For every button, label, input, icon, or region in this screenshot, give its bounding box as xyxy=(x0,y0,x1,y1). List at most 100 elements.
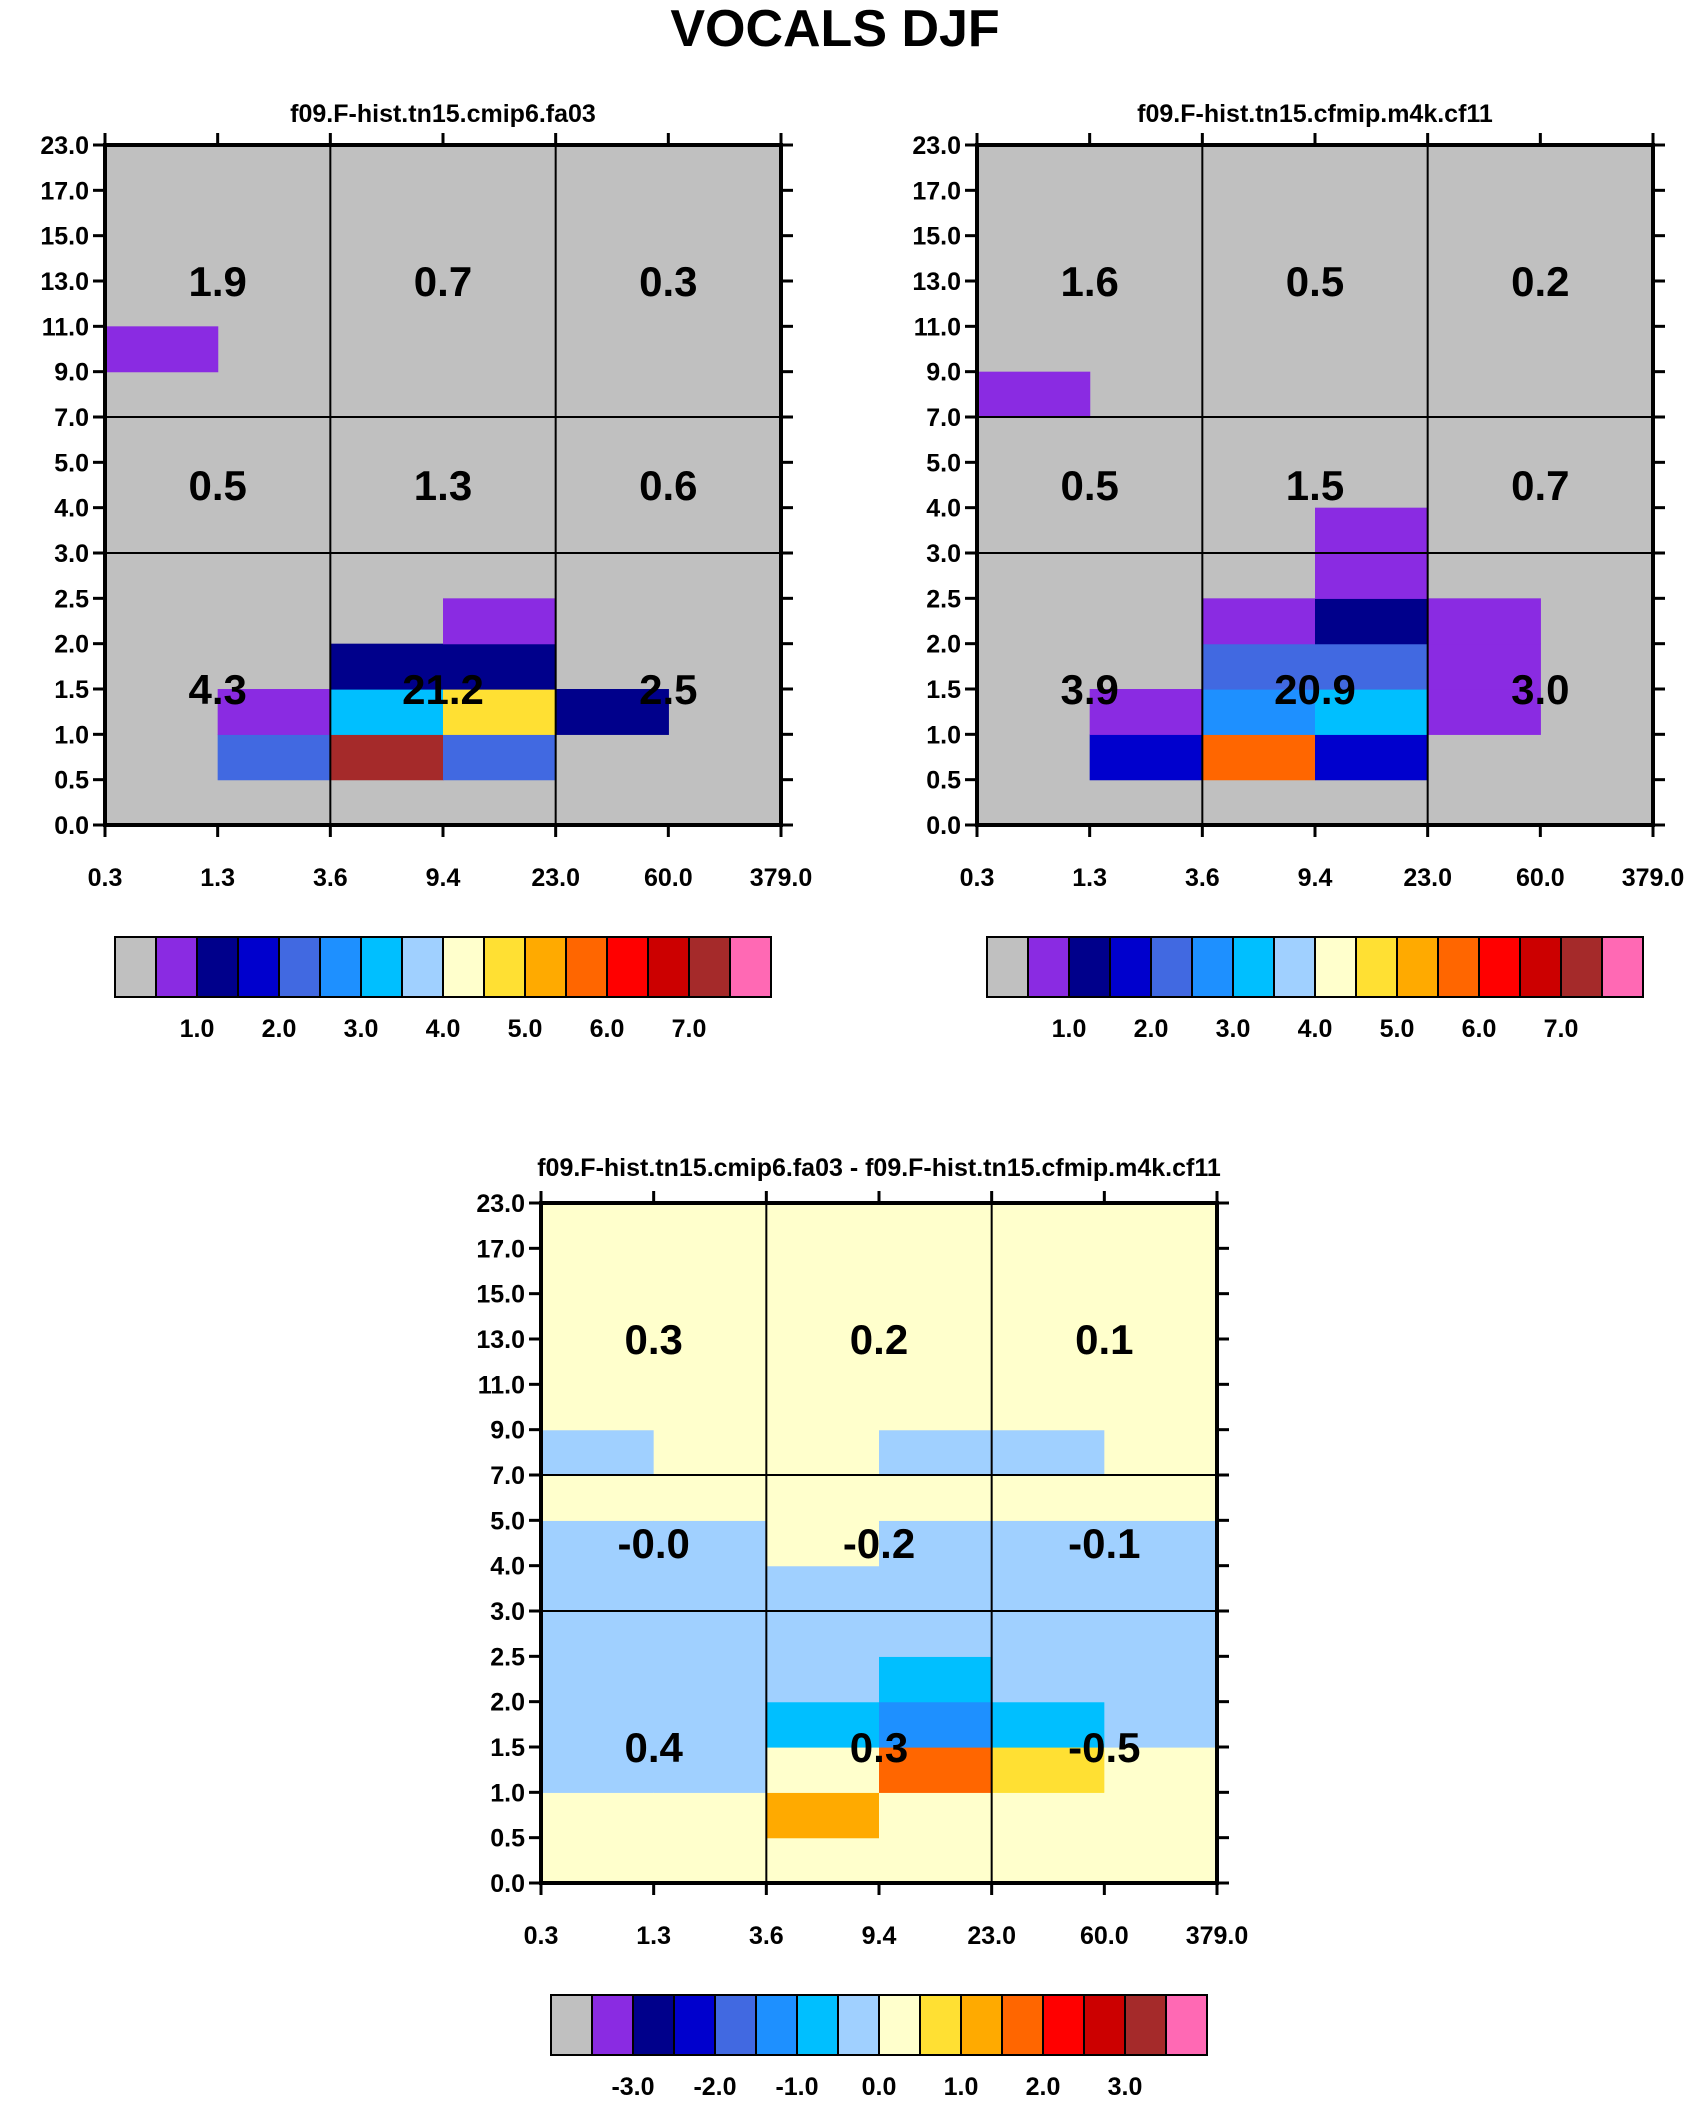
heatmap-cell xyxy=(991,1565,1105,1612)
y-tick-label: 15.0 xyxy=(40,223,89,251)
y-tick-label: 5.0 xyxy=(54,449,89,477)
colorbar-box xyxy=(1165,1994,1208,2056)
y-tick-label: 11.0 xyxy=(478,1371,525,1399)
x-tick-label: 0.3 xyxy=(88,864,123,892)
heatmap-cell xyxy=(653,1248,767,1295)
y-tick-label: 23.0 xyxy=(912,132,961,160)
heatmap-cell xyxy=(330,689,444,735)
heatmap-cell xyxy=(1202,598,1316,645)
heatmap-cell xyxy=(541,1792,655,1839)
heatmap-cell xyxy=(653,1475,767,1521)
heatmap-cell xyxy=(1089,689,1203,735)
region-value-label: 1.5 xyxy=(1286,462,1344,509)
heatmap-cell xyxy=(879,1656,993,1703)
y-tick-label: 17.0 xyxy=(912,177,961,205)
colorbar-label: 1.0 xyxy=(944,2073,979,2101)
colorbar-label: 7.0 xyxy=(672,1015,707,1043)
x-tick-label: 23.0 xyxy=(967,1922,1016,1950)
heatmap-cell xyxy=(879,1520,993,1567)
heatmap-cell xyxy=(541,1837,655,1884)
heatmap-cell xyxy=(879,1248,993,1295)
colorbar-label: 5.0 xyxy=(1380,1015,1415,1043)
y-tick-label: 9.0 xyxy=(54,359,89,387)
colorbar-label: 1.0 xyxy=(1052,1015,1087,1043)
colorbar-box xyxy=(442,936,485,998)
heatmap-cell xyxy=(879,1384,993,1431)
x-tick-label: 379.0 xyxy=(1622,864,1685,892)
heatmap-cell xyxy=(653,1203,767,1249)
heatmap-cell xyxy=(1104,1293,1218,1340)
heatmap-cell xyxy=(766,1565,880,1612)
x-tick-label: 0.3 xyxy=(960,864,995,892)
heatmap-cell xyxy=(653,1792,767,1839)
heatmap-cell xyxy=(879,1475,993,1521)
colorbar-box xyxy=(319,936,362,998)
region-value-label: 0.5 xyxy=(188,462,246,509)
region-value-label: 0.5 xyxy=(1060,462,1118,509)
heatmap-cell xyxy=(1427,643,1541,690)
heatmap-cell xyxy=(653,1339,767,1385)
colorbar-box xyxy=(1314,936,1357,998)
colorbar-box xyxy=(919,1994,962,2056)
colorbar-box xyxy=(688,936,731,998)
colorbar-box xyxy=(1150,936,1193,998)
colorbar-box xyxy=(755,1994,798,2056)
region-value-label: 0.2 xyxy=(1511,258,1569,305)
heatmap-cell xyxy=(653,1656,767,1703)
heatmap-cell xyxy=(1202,643,1316,690)
heatmap-cell xyxy=(1104,1203,1218,1249)
heatmap-cell xyxy=(766,1339,880,1385)
y-tick-label: 0.0 xyxy=(54,812,89,840)
region-value-label: 0.7 xyxy=(1511,462,1569,509)
heatmap-cell xyxy=(330,734,444,781)
heatmap-cell xyxy=(541,1429,655,1476)
heatmap-cell xyxy=(653,1384,767,1431)
heatmap-cell xyxy=(541,1203,655,1249)
region-value-label: 0.5 xyxy=(1286,258,1344,305)
heatmap-cell xyxy=(766,1475,880,1521)
colorbar-box xyxy=(565,936,608,998)
region-value-label: 0.7 xyxy=(414,258,472,305)
heatmap-cell xyxy=(217,734,331,781)
colorbar-label: 2.0 xyxy=(1026,2073,1061,2101)
panel-title: f09.F-hist.tn15.cmip6.fa03 xyxy=(290,100,596,128)
y-tick-label: 2.0 xyxy=(490,1689,525,1717)
y-tick-label: 11.0 xyxy=(914,313,961,341)
heatmap-cell xyxy=(541,1520,655,1567)
heatmap-cell xyxy=(879,1837,993,1884)
region-value-label: -0.1 xyxy=(1068,1520,1140,1567)
heatmap-cell xyxy=(1315,598,1429,645)
y-tick-label: 15.0 xyxy=(476,1281,525,1309)
colorbar-box xyxy=(878,1994,921,2056)
colorbar-box xyxy=(1042,1994,1085,2056)
colorbar-label: 4.0 xyxy=(426,1015,461,1043)
colorbar-box xyxy=(237,936,280,998)
heatmap-cell xyxy=(653,1565,767,1612)
heatmap-cell xyxy=(879,1293,993,1340)
heatmap-cell xyxy=(1104,1384,1218,1431)
heatmap-cell xyxy=(1202,734,1316,781)
x-tick-label: 3.6 xyxy=(313,864,348,892)
heatmap-cell xyxy=(766,1656,880,1703)
x-tick-label: 1.3 xyxy=(1072,864,1107,892)
heatmap-cell xyxy=(1104,1837,1218,1884)
y-tick-label: 11.0 xyxy=(42,313,89,341)
colorbar-box xyxy=(1437,936,1480,998)
colorbar-label: 0.0 xyxy=(862,2073,897,2101)
region-value-label: 0.3 xyxy=(639,258,697,305)
x-tick-label: 23.0 xyxy=(1403,864,1452,892)
colorbar-box xyxy=(1601,936,1644,998)
heatmap-cell xyxy=(330,643,444,690)
heatmap-cell xyxy=(653,1837,767,1884)
heatmap-cell xyxy=(766,1611,880,1657)
colorbar-box xyxy=(960,1994,1003,2056)
heatmap-cell xyxy=(653,1701,767,1748)
y-tick-label: 2.5 xyxy=(54,585,89,613)
heatmap-cell xyxy=(541,1747,655,1793)
y-tick-label: 0.5 xyxy=(490,1825,525,1853)
heatmap-cell xyxy=(1104,1248,1218,1295)
y-tick-label: 1.0 xyxy=(54,721,89,749)
y-tick-label: 0.5 xyxy=(926,767,961,795)
figure-title: VOCALS DJF xyxy=(670,0,999,58)
